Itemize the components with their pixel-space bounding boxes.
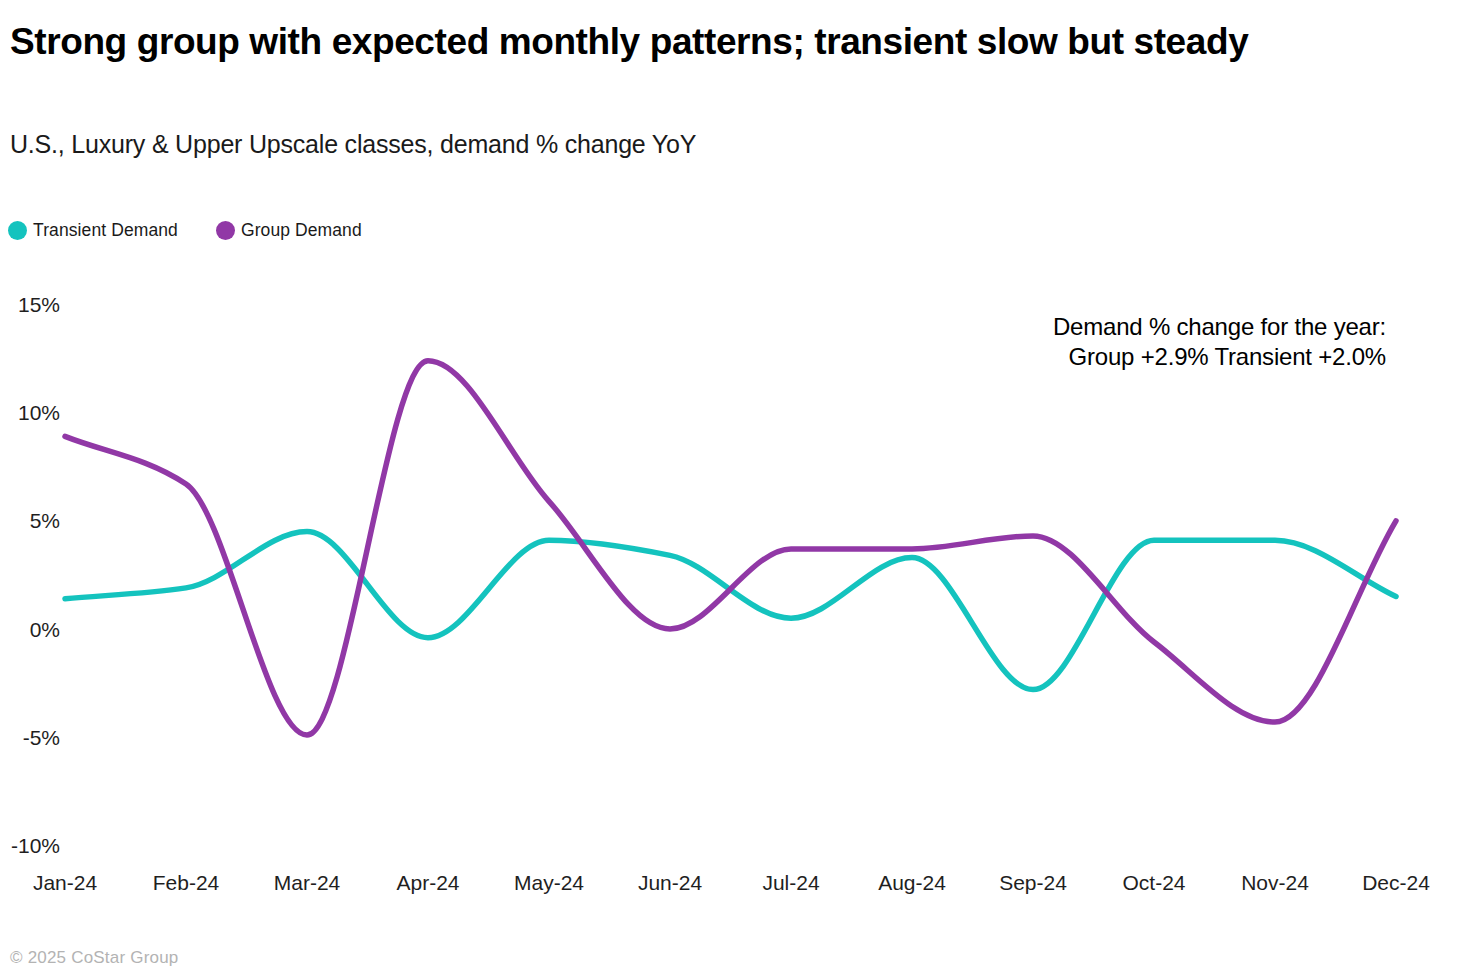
- y-tick-label: 5%: [0, 510, 60, 531]
- x-tick-label: Sep-24: [968, 872, 1098, 893]
- footer-copyright: © 2025 CoStar Group: [10, 948, 178, 968]
- x-tick-label: Jun-24: [605, 872, 735, 893]
- y-tick-label: 10%: [0, 402, 60, 423]
- y-tick-label: 0%: [0, 619, 60, 640]
- chart-annotation: Demand % change for the year: Group +2.9…: [1053, 312, 1386, 372]
- y-tick-label: -5%: [0, 727, 60, 748]
- annotation-line-2: Group +2.9% Transient +2.0%: [1053, 342, 1386, 372]
- x-tick-label: Mar-24: [242, 872, 372, 893]
- y-tick-label: 15%: [0, 294, 60, 315]
- y-tick-label: -10%: [0, 835, 60, 856]
- x-tick-label: Nov-24: [1210, 872, 1340, 893]
- x-tick-label: Apr-24: [363, 872, 493, 893]
- x-tick-label: Oct-24: [1089, 872, 1219, 893]
- annotation-line-1: Demand % change for the year:: [1053, 312, 1386, 342]
- x-tick-label: May-24: [484, 872, 614, 893]
- x-tick-label: Jul-24: [726, 872, 856, 893]
- x-tick-label: Dec-24: [1331, 872, 1458, 893]
- x-tick-label: Aug-24: [847, 872, 977, 893]
- line-chart: 15% 10% 5% 0% -5% -10% Jan-24Feb-24Mar-24Apr-…: [0, 0, 1458, 976]
- x-tick-label: Feb-24: [121, 872, 251, 893]
- x-tick-label: Jan-24: [0, 872, 130, 893]
- chart-svg: [0, 0, 1458, 976]
